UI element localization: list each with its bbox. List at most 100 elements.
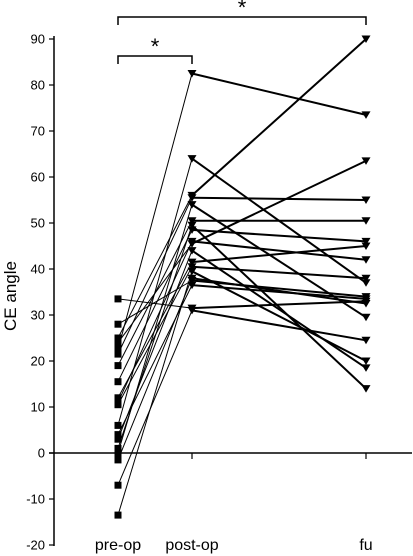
y-tick-label: -10	[26, 492, 45, 507]
series-line-preop-postop	[117, 271, 193, 516]
series-line-preop-postop	[117, 197, 193, 355]
series-line-postop-fu	[191, 196, 367, 201]
data-point-triangle	[361, 256, 371, 264]
data-point-triangle	[187, 155, 197, 163]
data-point-square	[114, 320, 122, 328]
data-point-square	[114, 456, 122, 464]
data-point-triangle	[187, 201, 197, 209]
data-point-square	[114, 346, 122, 353]
data-point-triangle	[361, 279, 371, 287]
data-point-triangle	[187, 70, 197, 78]
significance-bracket	[117, 55, 193, 64]
data-point-square	[114, 511, 122, 519]
series-line-postop-fu	[191, 270, 367, 362]
data-point-triangle	[187, 267, 197, 276]
data-point-triangle	[361, 385, 371, 393]
data-point-square	[114, 431, 122, 439]
data-point-square	[114, 449, 122, 457]
series-line-postop-fu	[191, 224, 367, 390]
series-line-preop-postop	[117, 278, 193, 461]
series-line-postop-fu	[191, 228, 367, 243]
data-point-triangle	[187, 306, 197, 315]
series-line-postop-fu	[191, 245, 367, 264]
series-line-preop-postop	[117, 298, 193, 309]
data-point-square	[114, 481, 122, 489]
y-tick-label: 10	[31, 400, 45, 415]
series-line-postop-fu	[191, 300, 367, 310]
data-point-square	[114, 334, 122, 342]
data-point-triangle	[187, 226, 197, 234]
data-point-square	[114, 435, 122, 443]
y-tick-label: 40	[31, 262, 45, 277]
series-markers	[114, 35, 371, 519]
data-point-triangle	[361, 196, 371, 204]
y-tick-label: 30	[31, 308, 45, 323]
data-point-triangle	[361, 300, 371, 308]
series-line-postop-fu	[191, 38, 367, 197]
data-point-triangle	[187, 237, 197, 246]
y-tick-label: 70	[31, 124, 45, 139]
series-line-preop-postop	[117, 195, 193, 339]
data-point-triangle	[361, 336, 371, 345]
y-tick-label: 0	[38, 446, 45, 461]
significance-star: *	[151, 34, 160, 59]
x-category-label: fu	[359, 537, 372, 554]
data-point-triangle	[187, 217, 197, 225]
series-line-postop-fu	[191, 277, 367, 305]
series-line-postop-fu	[191, 157, 367, 284]
series-line-preop-postop	[117, 241, 193, 403]
data-point-triangle	[187, 263, 197, 271]
series-line-preop-postop	[117, 250, 193, 440]
series-line-postop-fu	[191, 249, 367, 369]
data-point-square	[114, 421, 122, 429]
data-point-triangle	[187, 194, 197, 202]
data-point-triangle	[361, 237, 371, 246]
data-point-triangle	[187, 274, 197, 283]
series-line-preop-postop	[117, 280, 193, 325]
y-tick-label: 50	[31, 216, 45, 231]
data-point-triangle	[361, 313, 371, 322]
series-lines	[117, 38, 367, 516]
series-line-postop-fu	[191, 72, 367, 116]
significance-bracket	[117, 16, 367, 25]
series-line-preop-postop	[117, 158, 193, 426]
series-line-preop-postop	[117, 225, 193, 449]
series-line-postop-fu	[191, 159, 367, 245]
series-line-postop-fu	[191, 309, 367, 342]
data-point-square	[114, 362, 122, 370]
series-line-postop-fu	[191, 240, 367, 261]
data-point-triangle	[187, 247, 197, 255]
data-point-triangle	[361, 111, 371, 119]
data-point-square	[114, 378, 122, 386]
data-point-square	[114, 339, 122, 347]
series-line-preop-postop	[117, 229, 193, 382]
x-category-label: post-op	[165, 537, 218, 554]
series-line-postop-fu	[191, 265, 367, 280]
series-line-preop-postop	[117, 73, 193, 350]
data-point-triangle	[361, 295, 371, 303]
data-point-triangle	[361, 242, 371, 250]
data-point-triangle	[361, 274, 371, 283]
series-line-preop-postop	[117, 310, 193, 486]
y-ticks: -20 -10 0 10 20 30 40 50 60 70 80 90	[26, 32, 54, 553]
data-point-triangle	[187, 221, 197, 230]
series-line-postop-fu	[191, 284, 367, 300]
y-tick-label: 90	[31, 32, 45, 47]
data-point-triangle	[361, 357, 371, 365]
significance-star: *	[238, 0, 247, 20]
y-tick-label: 80	[31, 78, 45, 93]
x-category-label: pre-op	[95, 537, 141, 554]
significance-annotations: **	[117, 0, 367, 64]
y-axis-label: CE angle	[1, 261, 20, 331]
data-point-triangle	[361, 157, 371, 165]
data-point-square	[114, 295, 122, 303]
data-point-square	[114, 394, 122, 402]
data-point-triangle	[187, 281, 197, 290]
data-point-square	[114, 350, 122, 358]
data-point-triangle	[187, 258, 197, 267]
data-point-square	[114, 401, 122, 409]
y-tick-label: 20	[31, 354, 45, 369]
data-point-triangle	[361, 364, 371, 372]
data-point-triangle	[361, 217, 371, 225]
